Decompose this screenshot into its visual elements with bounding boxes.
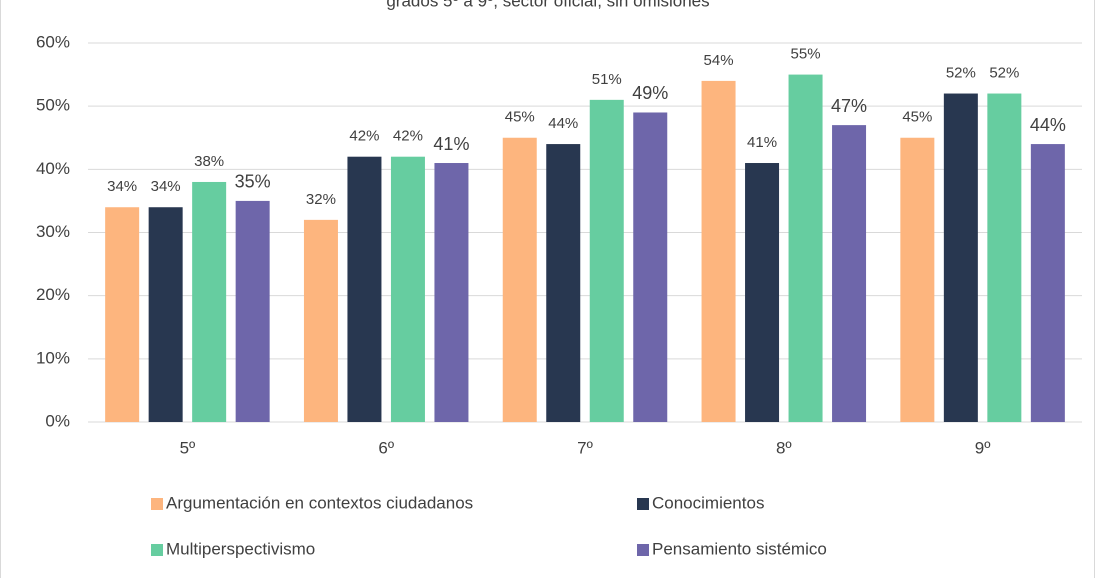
bar	[745, 163, 780, 422]
legend-label: Pensamiento sistémico	[652, 539, 827, 558]
chart-title: grados 5º a 9º, sector oficial, sin omis…	[386, 0, 709, 10]
legend-label: Conocimientos	[652, 493, 764, 512]
data-label: 55%	[791, 46, 821, 63]
y-tick-label: 10%	[36, 348, 70, 367]
x-tick-label: 7º	[577, 438, 593, 457]
bar	[192, 181, 227, 422]
data-label: 54%	[704, 52, 734, 69]
bar	[788, 74, 823, 422]
data-label: 32%	[306, 191, 336, 208]
y-tick-label: 60%	[36, 32, 70, 51]
x-tick-label: 6º	[378, 438, 394, 457]
y-tick-label: 50%	[36, 96, 70, 115]
bar	[987, 93, 1022, 423]
legend-label: Argumentación en contextos ciudadanos	[166, 493, 473, 512]
legend-label: Multiperspectivismo	[166, 539, 315, 558]
data-label: 42%	[393, 128, 423, 145]
data-label: 45%	[505, 109, 535, 126]
data-label: 52%	[946, 65, 976, 82]
bar	[502, 137, 537, 422]
legend-swatch	[637, 498, 649, 510]
bar	[235, 200, 270, 422]
data-label: 41%	[433, 134, 469, 154]
bar	[900, 137, 935, 422]
data-label: 42%	[349, 128, 379, 145]
x-tick-label: 9º	[975, 438, 991, 457]
legend-swatch	[151, 498, 163, 510]
y-tick-label: 20%	[36, 285, 70, 304]
data-label: 34%	[107, 178, 137, 195]
bar	[589, 99, 624, 422]
data-label: 41%	[747, 134, 777, 151]
bar	[390, 156, 425, 422]
bar	[347, 156, 382, 422]
data-label: 51%	[592, 71, 622, 88]
y-tick-label: 0%	[45, 411, 70, 430]
bar	[1030, 144, 1065, 423]
legend-swatch	[151, 544, 163, 556]
bar	[943, 93, 978, 423]
bar	[832, 125, 867, 422]
data-label: 34%	[151, 178, 181, 195]
x-tick-label: 5º	[180, 438, 196, 457]
bar	[148, 207, 183, 422]
data-label: 35%	[235, 172, 271, 192]
bar	[105, 207, 140, 422]
data-label: 49%	[632, 83, 668, 103]
data-label: 45%	[902, 109, 932, 126]
data-label: 38%	[194, 153, 224, 170]
data-label: 44%	[1030, 115, 1066, 135]
data-label: 52%	[989, 65, 1019, 82]
bar	[546, 144, 581, 423]
bar	[633, 112, 668, 422]
data-label: 44%	[548, 115, 578, 132]
y-tick-label: 30%	[36, 222, 70, 241]
bar	[701, 80, 736, 423]
legend-swatch	[637, 544, 649, 556]
bar	[434, 163, 469, 422]
bar	[303, 219, 338, 422]
data-label: 47%	[831, 96, 867, 116]
y-tick-label: 40%	[36, 159, 70, 178]
x-tick-label: 8º	[776, 438, 792, 457]
